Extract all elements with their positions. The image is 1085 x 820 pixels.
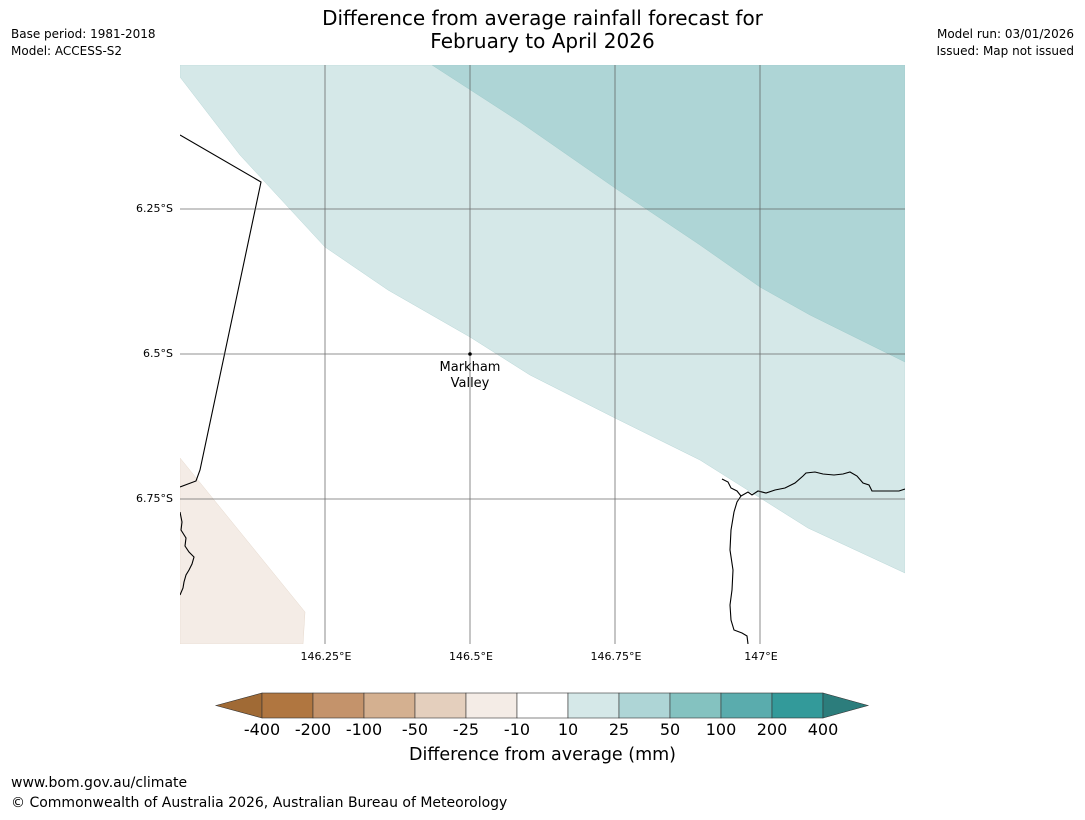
colorbar-extend-min xyxy=(214,692,263,719)
lon-label: 146.25°E xyxy=(300,650,352,663)
lon-label: 147°E xyxy=(744,650,778,663)
colorbar-tick: -10 xyxy=(503,720,531,739)
header-meta-left: Base period: 1981-2018 Model: ACCESS-S2 xyxy=(11,26,156,60)
place-marker xyxy=(468,352,472,356)
province-border xyxy=(180,134,262,488)
lon-label: 146.5°E xyxy=(449,650,493,663)
footer-copyright: © Commonwealth of Australia 2026, Austra… xyxy=(11,795,508,811)
colorbar-extend-max xyxy=(822,692,870,719)
colorbar-tick: 100 xyxy=(705,720,737,739)
colorbar-bin xyxy=(567,692,620,719)
colorbar-tick: 200 xyxy=(756,720,788,739)
colorbar-bin xyxy=(771,692,824,719)
model-name: Model: ACCESS-S2 xyxy=(11,44,123,58)
place-name-line-2: Valley xyxy=(451,376,490,391)
colorbar-bin xyxy=(312,692,365,719)
lon-label: 146.75°E xyxy=(590,650,642,663)
colorbar-tick: 400 xyxy=(807,720,839,739)
gridlines xyxy=(180,65,905,644)
title-line-2: February to April 2026 xyxy=(430,29,655,53)
colorbar-tick: 25 xyxy=(608,720,630,739)
colorbar-bin xyxy=(669,692,722,719)
colorbar-bin xyxy=(516,692,569,719)
lat-label: 6.25°S xyxy=(136,202,173,215)
coastline-west xyxy=(180,511,195,596)
colorbar-tick: 10 xyxy=(557,720,579,739)
colorbar-bin xyxy=(720,692,773,719)
footer-url[interactable]: www.bom.gov.au/climate xyxy=(11,775,188,791)
lat-label: 6.75°S xyxy=(136,492,173,505)
colorbar-tick: -200 xyxy=(294,720,332,739)
issued-status: Issued: Map not issued xyxy=(936,44,1074,58)
colorbar-tick: -25 xyxy=(452,720,480,739)
colorbar-bin xyxy=(618,692,671,719)
title-line-1: Difference from average rainfall forecas… xyxy=(322,6,763,30)
colorbar-tick: -400 xyxy=(243,720,281,739)
colorbar xyxy=(214,692,870,719)
colorbar-bin xyxy=(363,692,416,719)
river xyxy=(729,495,749,644)
colorbar-bin xyxy=(465,692,518,719)
colorbar-bin xyxy=(261,692,314,719)
map-title: Difference from average rainfall forecas… xyxy=(0,7,1085,53)
colorbar-tick: 50 xyxy=(659,720,681,739)
header-meta-right: Model run: 03/01/2026 Issued: Map not is… xyxy=(936,26,1074,60)
model-run: Model run: 03/01/2026 xyxy=(936,27,1074,41)
coastline-east xyxy=(721,471,905,497)
colorbar-bin xyxy=(414,692,467,719)
colorbar-tick: -100 xyxy=(345,720,383,739)
colorbar-tick: -50 xyxy=(401,720,429,739)
colorbar-label: Difference from average (mm) xyxy=(408,745,677,765)
rain-band-minus25-minus10 xyxy=(180,457,306,644)
base-period: Base period: 1981-2018 xyxy=(11,27,156,41)
place-name-line-1: Markham xyxy=(440,360,501,375)
lat-label: 6.5°S xyxy=(143,347,173,360)
